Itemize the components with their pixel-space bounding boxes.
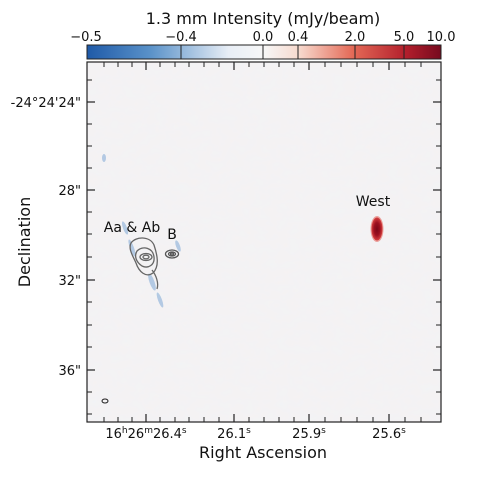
x-tick-minutes-unit: m <box>144 426 153 436</box>
x-tick-seconds: 26.4 <box>153 427 182 442</box>
y-minor-ticks <box>87 79 441 415</box>
x-tick-seconds-unit: s <box>182 426 187 436</box>
colorbar-ticks <box>180 45 405 59</box>
y-tick-label: -24°24'24" <box>11 96 81 111</box>
x-tick-seconds: 25.9 <box>292 427 321 442</box>
x-tick-hours: 16 <box>105 427 122 442</box>
x-tick-minutes: 26 <box>128 427 145 442</box>
intensity-map <box>87 62 441 422</box>
x-tick-label-2: 26.1s <box>217 426 251 442</box>
beam-ellipse <box>101 398 109 404</box>
source-label-west: West <box>356 194 391 210</box>
x-minor-ticks <box>103 62 422 422</box>
colorbar-tick-label: 0.0 <box>253 30 274 45</box>
y-major-ticks <box>87 101 441 371</box>
x-tick-seconds: 26.1 <box>217 427 246 442</box>
colorbar-tick-label: −0.5 <box>70 30 102 45</box>
colorbar-tick-label: 0.4 <box>288 30 309 45</box>
negative-residual-streaks <box>102 154 181 308</box>
x-tick-label-4: 25.6s <box>372 426 406 442</box>
colorbar-tick-label: −0.4 <box>165 30 197 45</box>
x-axis-title: Right Ascension <box>199 443 327 462</box>
x-major-ticks <box>145 62 390 422</box>
x-tick-label-1: 16h26m26.4s <box>105 426 187 442</box>
colorbar-tick-label: 10.0 <box>427 30 456 45</box>
y-axis-title: Declination <box>15 197 34 287</box>
source-b-contours <box>164 249 180 259</box>
source-aa-ab-contours <box>129 237 159 290</box>
x-tick-seconds-unit: s <box>401 426 406 436</box>
colorbar-tick-label: 2.0 <box>345 30 366 45</box>
x-tick-seconds-unit: s <box>246 426 251 436</box>
y-tick-label: 28" <box>58 184 81 199</box>
colorbar-title: 1.3 mm Intensity (mJy/beam) <box>146 9 381 28</box>
colorbar-tick-label: 5.0 <box>394 30 415 45</box>
source-west <box>370 216 384 242</box>
x-tick-seconds-unit: s <box>321 426 326 436</box>
x-tick-seconds: 25.6 <box>372 427 401 442</box>
y-tick-label: 36" <box>58 364 81 379</box>
y-tick-label: 32" <box>58 274 81 289</box>
source-label-b: B <box>167 227 177 243</box>
colorbar <box>86 44 442 60</box>
source-label-aa-ab: Aa & Ab <box>104 220 161 236</box>
x-tick-label-3: 25.9s <box>292 426 326 442</box>
x-tick-hours-unit: h <box>122 426 128 436</box>
